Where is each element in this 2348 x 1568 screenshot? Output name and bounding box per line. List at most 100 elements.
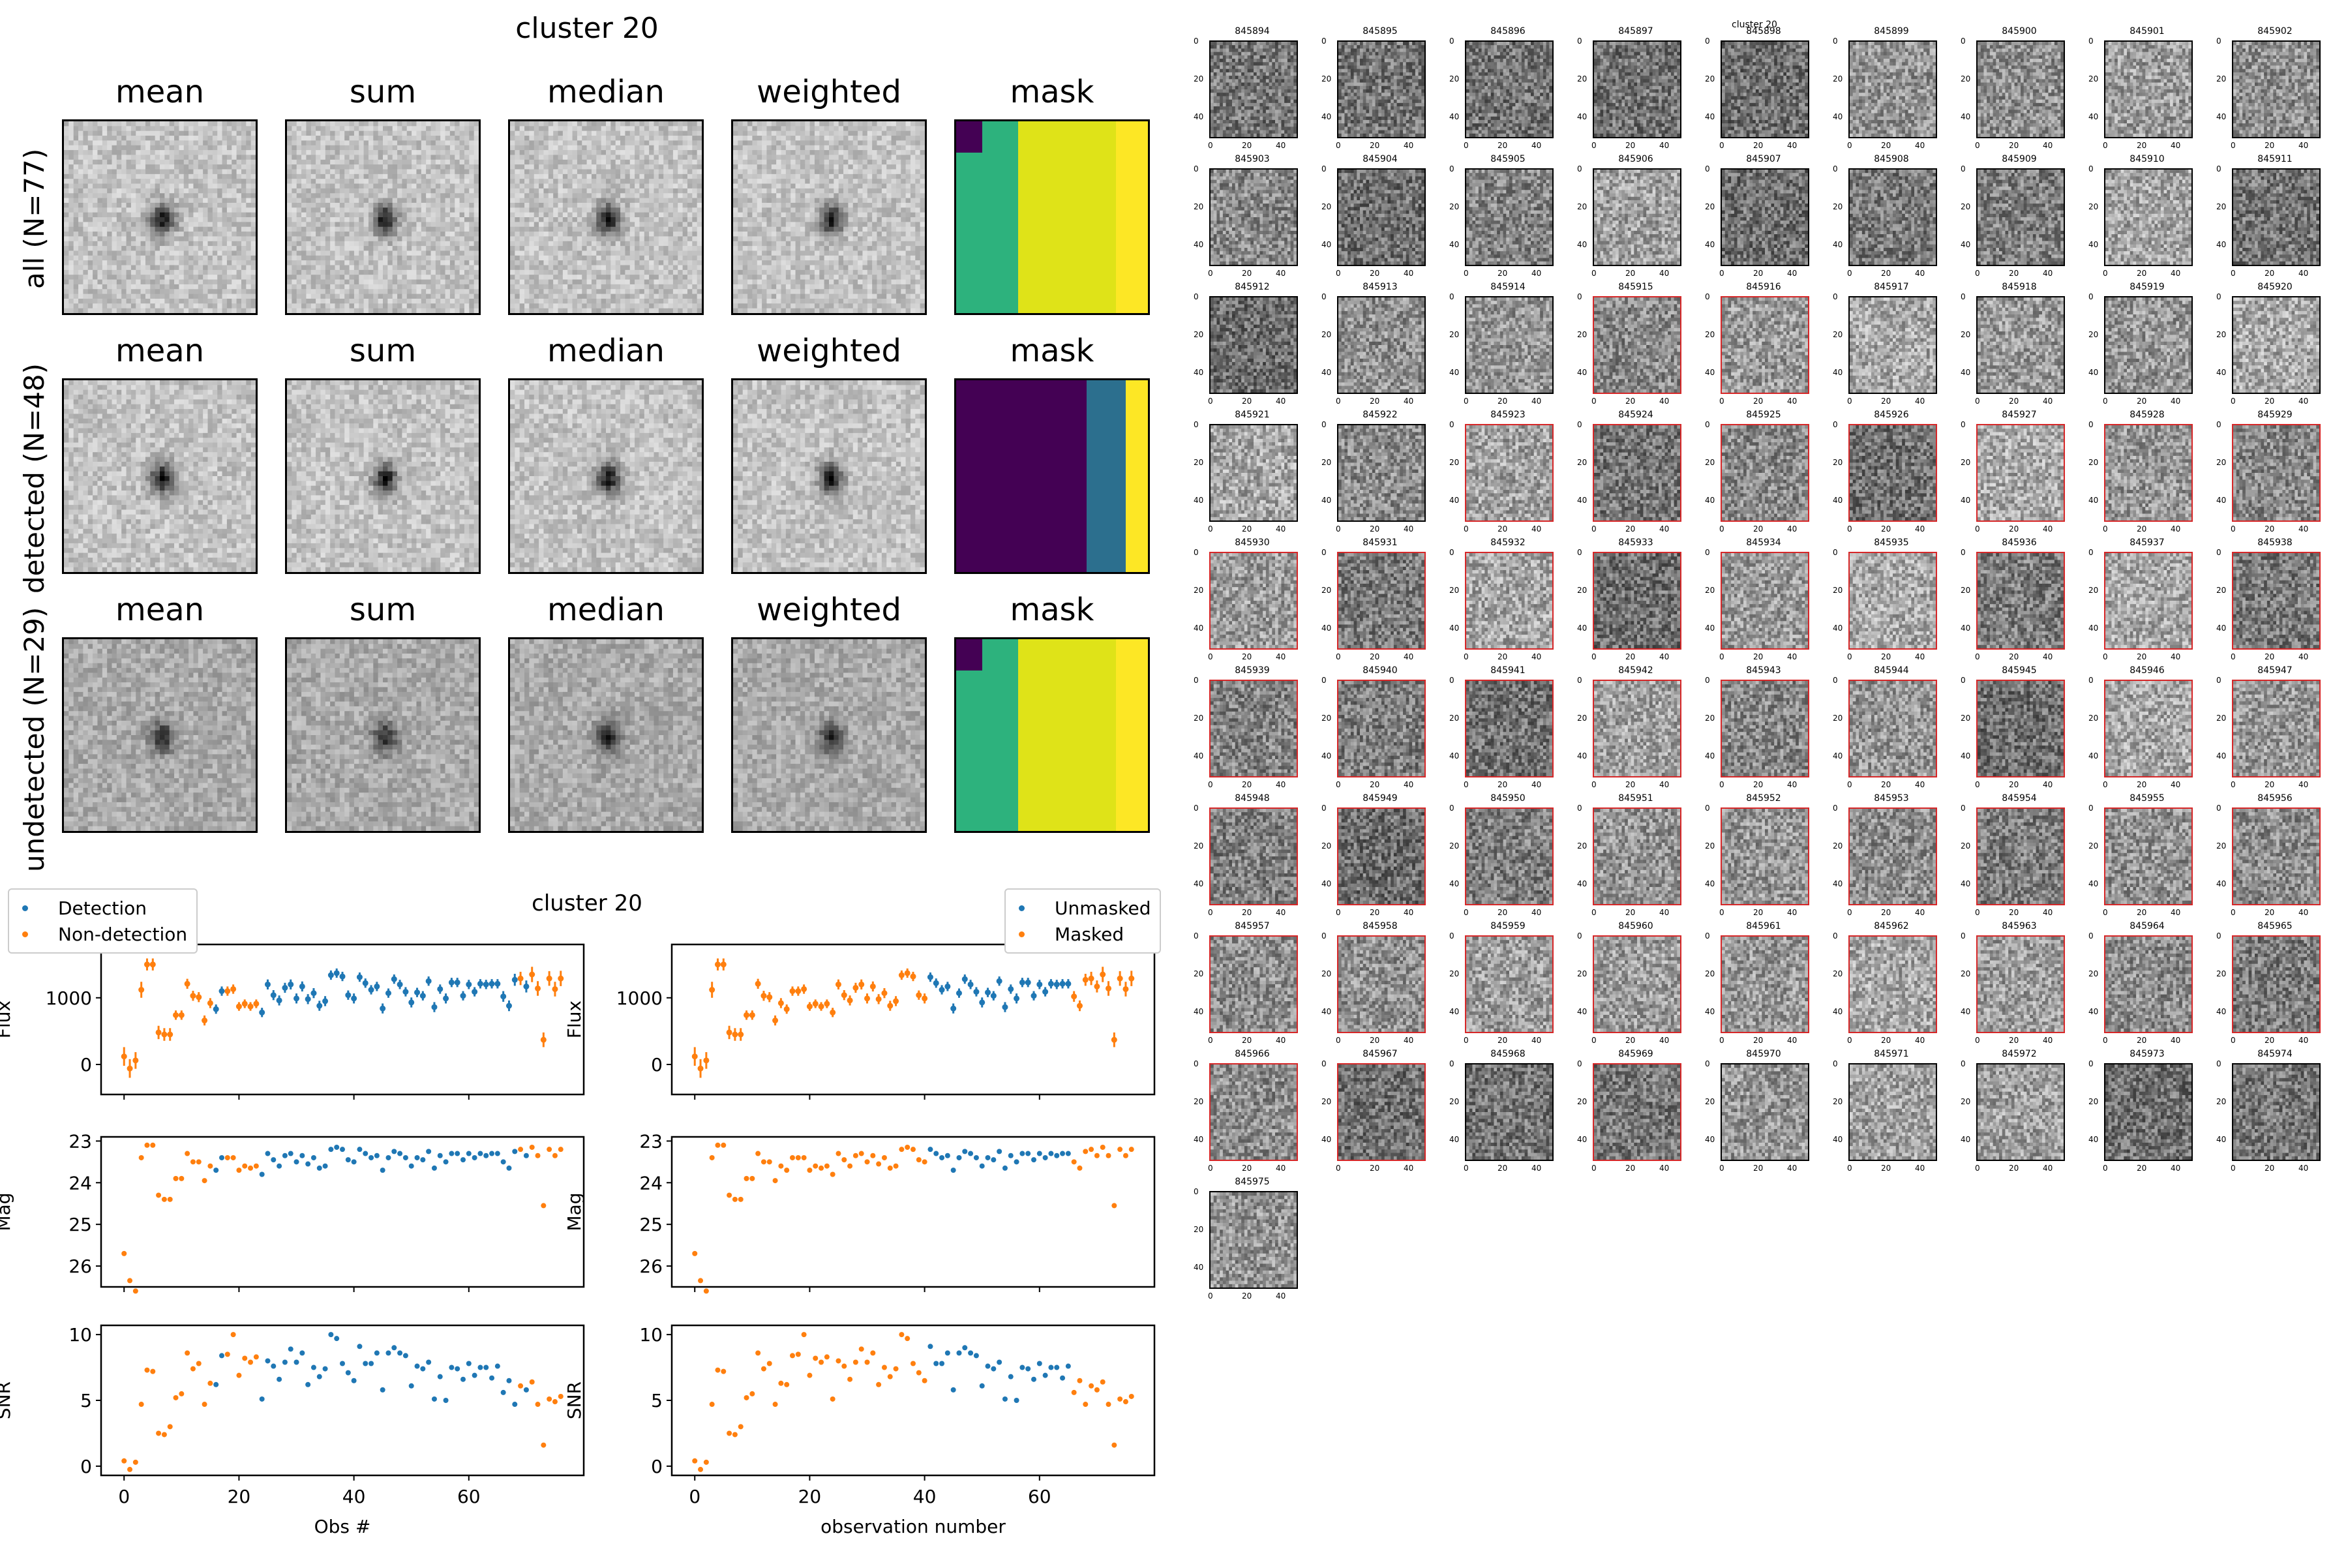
thumbnail-label: 845938 (2229, 537, 2321, 548)
thumbnail-label: 845918 (1974, 282, 2065, 292)
thumbnail-y-tick: 40 (1321, 751, 1331, 761)
thumbnail-y-tick: 0 (1577, 1059, 1582, 1068)
data-point (979, 999, 985, 1005)
thumbnail-y-tick: 40 (1194, 1007, 1203, 1016)
data-point (766, 994, 772, 1000)
thumbnail-y-tick: 40 (1577, 112, 1587, 121)
data-point (1054, 1365, 1059, 1370)
thumbnail-image (1465, 680, 1554, 777)
thumbnail-x-tick: 0 (2103, 780, 2108, 789)
thumbnail-y-tick: 20 (1833, 1097, 1843, 1106)
data-point (518, 1383, 523, 1389)
thumbnail-label: 845896 (1462, 26, 1554, 37)
thumbnail-x-tick: 0 (1719, 397, 1724, 406)
thumbnail-x-tick: 20 (1242, 141, 1252, 150)
legend-non-detection-label: Non-detection (58, 924, 187, 945)
thumbnail-x-tick: 20 (1625, 908, 1635, 917)
thumbnail-image (1337, 807, 1426, 905)
y-axis-label: SNR (0, 1381, 14, 1419)
thumbnail-label: 845972 (1974, 1049, 2065, 1059)
thumbnail-x-tick: 20 (2137, 269, 2146, 278)
data-point (385, 1155, 391, 1160)
thumbnail-label: 845895 (1334, 26, 1426, 37)
thumbnail-y-tick: 40 (1705, 240, 1715, 249)
thumbnail-y-tick: 40 (1961, 240, 1970, 249)
data-point (524, 1153, 529, 1158)
thumbnail-y-tick: 0 (1449, 292, 1454, 301)
thumbnail-y-tick: 20 (1833, 714, 1843, 723)
thumbnail-image (1721, 40, 1809, 138)
data-point (294, 1159, 299, 1164)
thumbnail-x-tick: 0 (1336, 780, 1341, 789)
thumbnail-y-tick: 0 (1194, 676, 1199, 685)
data-point (813, 1164, 818, 1169)
thumbnail-x-tick: 20 (1625, 780, 1635, 789)
data-point (870, 1153, 875, 1158)
thumbnail-x-tick: 40 (2043, 652, 2053, 661)
thumbnail-x-tick: 20 (2265, 908, 2274, 917)
thumbnail-y-tick: 40 (1833, 496, 1843, 505)
thumbnail-x-tick: 20 (1881, 1164, 1891, 1173)
thumbnail-y-tick: 40 (2216, 879, 2226, 888)
thumbnail-image (1209, 296, 1298, 394)
data-point (380, 1387, 385, 1393)
legend-mask: Unmasked Masked (1004, 888, 1161, 954)
thumbnail-x-tick: 40 (1531, 397, 1541, 406)
thumbnail-x-tick: 20 (1498, 908, 1507, 917)
thumbnail-label: 845957 (1207, 921, 1298, 931)
data-point (1037, 1151, 1042, 1156)
data-point (916, 1370, 922, 1376)
data-point (899, 1147, 904, 1152)
thumbnail-label: 845950 (1462, 793, 1554, 804)
data-point (997, 1359, 1002, 1364)
thumbnail-x-tick: 20 (1370, 397, 1379, 406)
thumbnail-y-tick: 20 (2216, 1097, 2226, 1106)
data-point (795, 988, 801, 994)
data-point (506, 1003, 512, 1009)
thumbnail-x-tick: 0 (2231, 652, 2236, 661)
thumbnail-y-tick: 40 (1194, 624, 1203, 633)
thumbnail-x-tick: 20 (1498, 1036, 1507, 1045)
data-point (391, 1345, 397, 1350)
thumbnail-y-tick: 40 (1833, 368, 1843, 377)
data-point (755, 1151, 760, 1156)
data-point (162, 1432, 167, 1437)
thumbnail-x-tick: 20 (1625, 397, 1635, 406)
thumbnail-y-tick: 0 (2216, 292, 2221, 301)
data-point (749, 1012, 755, 1018)
data-point (744, 1176, 749, 1181)
data-point (980, 1164, 985, 1169)
data-point (749, 1176, 755, 1181)
thumbnail-y-tick: 20 (1194, 74, 1203, 83)
data-point (260, 1396, 265, 1402)
thumbnail-y-tick: 0 (1194, 931, 1199, 941)
thumbnail-x-tick: 0 (2231, 780, 2236, 789)
thumbnail-x-tick: 20 (2009, 397, 2019, 406)
column-title-weighted: weighted (731, 333, 927, 369)
data-point (409, 1383, 414, 1389)
data-point (127, 1467, 132, 1472)
data-point (449, 980, 455, 986)
thumbnail-y-tick: 0 (1321, 804, 1327, 813)
data-point (738, 1197, 744, 1202)
thumbnail-y-tick: 40 (1194, 751, 1203, 761)
thumbnail-x-tick: 20 (1881, 1036, 1891, 1045)
thumbnail-y-tick: 0 (1961, 420, 1966, 429)
thumbnail-label: 845965 (2229, 921, 2321, 931)
thumbnail-x-tick: 40 (1659, 397, 1669, 406)
thumbnail-y-tick: 0 (1833, 548, 1838, 557)
y-tick-label: 24 (68, 1172, 92, 1194)
thumbnail-x-tick: 0 (2103, 908, 2108, 917)
thumbnail-x-tick: 40 (1787, 908, 1797, 917)
thumbnail-y-tick: 40 (1577, 624, 1587, 633)
thumbnail-label: 845953 (1846, 793, 1937, 804)
data-point (334, 1145, 339, 1150)
thumbnail-label: 845933 (1590, 537, 1681, 548)
data-point (778, 1381, 783, 1386)
data-point (185, 1151, 190, 1156)
data-point (305, 996, 311, 1002)
thumbnail-image (1337, 552, 1426, 650)
thumbnail-x-tick: 0 (1719, 908, 1724, 917)
mask-image (954, 378, 1150, 574)
data-point (945, 1153, 950, 1158)
